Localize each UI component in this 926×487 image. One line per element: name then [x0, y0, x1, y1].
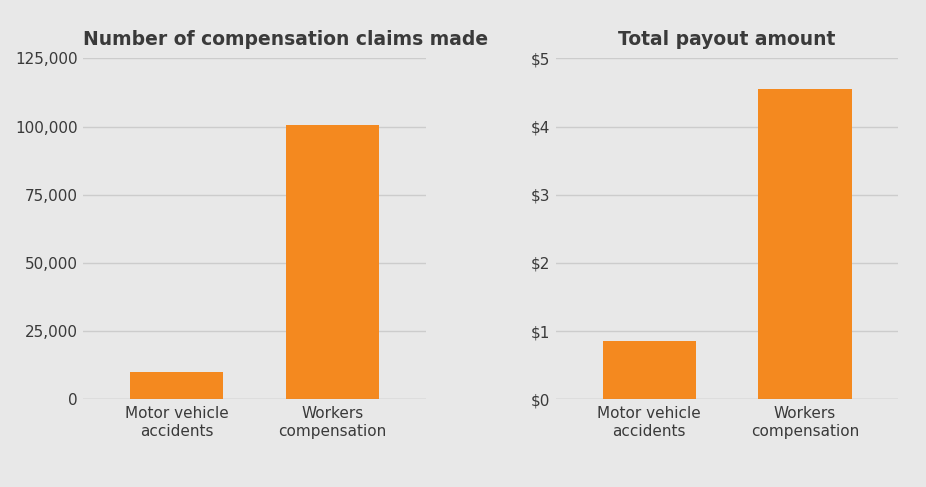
Bar [130, 372, 223, 399]
Bar [285, 125, 379, 399]
Text: Number of compensation claims made: Number of compensation claims made [83, 30, 489, 49]
Title: Total payout amount: Total payout amount [619, 30, 835, 49]
Bar [758, 89, 852, 399]
Bar [603, 341, 696, 399]
